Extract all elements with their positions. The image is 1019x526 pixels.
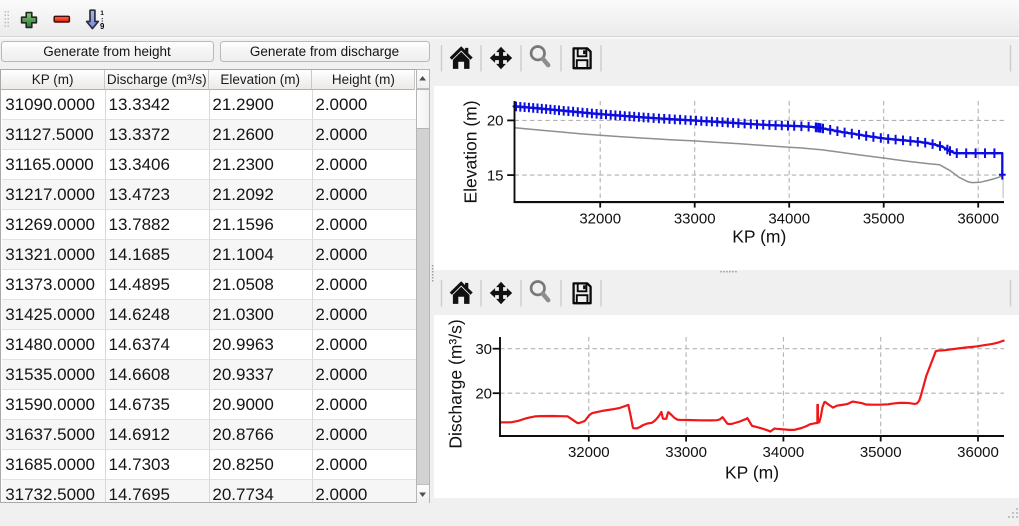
svg-text:35000: 35000 [863,211,905,228]
svg-text:33000: 33000 [674,211,716,228]
svg-text:33000: 33000 [665,444,707,461]
svg-text:1: 1 [100,10,104,17]
svg-text:15: 15 [487,167,504,184]
svg-text:KP (m): KP (m) [725,463,779,483]
svg-text:36000: 36000 [957,211,999,228]
svg-text:35000: 35000 [860,444,902,461]
svg-text:36000: 36000 [957,444,999,461]
svg-text:Elevation (m): Elevation (m) [460,100,480,203]
svg-text:20: 20 [487,113,504,130]
svg-text:34000: 34000 [768,211,810,228]
svg-text:32000: 32000 [568,444,610,461]
svg-text:20: 20 [475,386,492,403]
svg-text:30: 30 [475,341,492,358]
svg-text:9: 9 [100,22,105,31]
svg-text:32000: 32000 [579,211,621,228]
svg-text:34000: 34000 [763,444,805,461]
svg-text:KP (m): KP (m) [732,226,786,246]
svg-text:Discharge (m³/s): Discharge (m³/s) [446,319,466,448]
